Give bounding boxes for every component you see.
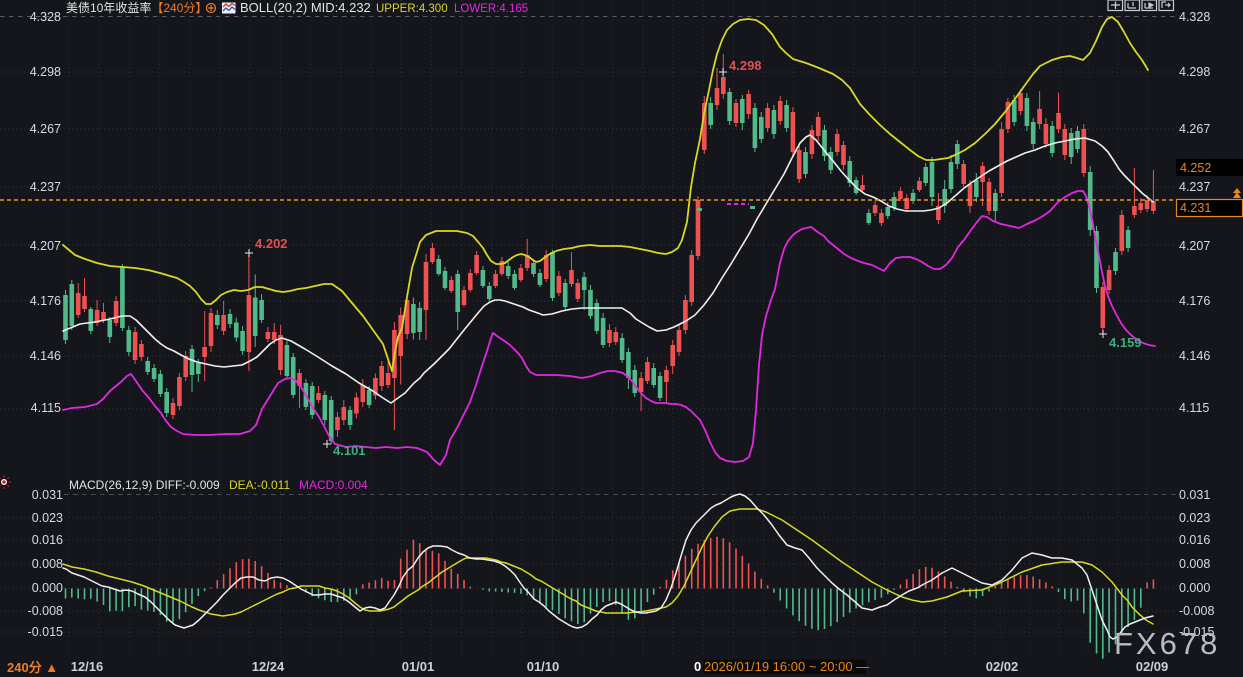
svg-text:4.146: 4.146 [30, 349, 61, 363]
svg-text:4.298: 4.298 [30, 65, 61, 79]
svg-text:4.328: 4.328 [30, 10, 61, 24]
svg-text:02/02: 02/02 [986, 659, 1019, 674]
svg-text:FX678: FX678 [1114, 626, 1220, 661]
svg-text:-0.015: -0.015 [28, 625, 63, 639]
svg-text:4.267: 4.267 [30, 122, 61, 136]
svg-text:UPPER:4.300: UPPER:4.300 [376, 3, 448, 15]
svg-text:0.016: 0.016 [1179, 533, 1210, 547]
svg-text:4.267: 4.267 [1179, 122, 1210, 136]
svg-text:0.023: 0.023 [32, 511, 63, 525]
svg-text:0.000: 0.000 [32, 581, 63, 595]
svg-text:4.237: 4.237 [1179, 180, 1210, 194]
svg-text:4.207: 4.207 [30, 239, 61, 253]
svg-text:0.016: 0.016 [32, 533, 63, 547]
svg-text:4.237: 4.237 [30, 180, 61, 194]
svg-text:4.176: 4.176 [30, 294, 61, 308]
svg-text:0: 0 [694, 659, 701, 674]
svg-text:0.000: 0.000 [1179, 581, 1210, 595]
svg-text:240分 ▲: 240分 ▲ [7, 660, 58, 675]
svg-text:4.207: 4.207 [1179, 239, 1210, 253]
svg-text:0.008: 0.008 [1179, 557, 1210, 571]
svg-text:4.115: 4.115 [1179, 401, 1209, 415]
svg-text:4.159: 4.159 [1109, 335, 1142, 350]
svg-text:4.328: 4.328 [1179, 10, 1210, 24]
svg-text:02/09: 02/09 [1136, 659, 1169, 674]
svg-text:DEA:-0.011: DEA:-0.011 [229, 478, 290, 492]
svg-text:0.023: 0.023 [1179, 511, 1210, 525]
svg-text:12/16: 12/16 [71, 659, 104, 674]
svg-text:-0.015: -0.015 [1179, 625, 1214, 639]
svg-text:MACD:0.004: MACD:0.004 [299, 478, 368, 492]
svg-text:4.202: 4.202 [255, 236, 288, 251]
svg-text:4.115: 4.115 [31, 401, 61, 415]
svg-text:0.008: 0.008 [32, 557, 63, 571]
svg-text:-0.008: -0.008 [28, 604, 63, 618]
svg-text:BOLL(20,2) MID:4.232: BOLL(20,2) MID:4.232 [240, 0, 371, 15]
svg-text:4.101: 4.101 [333, 443, 366, 458]
svg-text:4.176: 4.176 [1179, 294, 1210, 308]
svg-text:4.146: 4.146 [1179, 349, 1210, 363]
svg-text:01/10: 01/10 [527, 659, 560, 674]
svg-text:4.298: 4.298 [1179, 65, 1210, 79]
svg-text:-0.008: -0.008 [1179, 604, 1214, 618]
svg-text:0.031: 0.031 [32, 488, 63, 502]
svg-text:LOWER:4.165: LOWER:4.165 [454, 3, 528, 15]
svg-text:12/24: 12/24 [252, 659, 285, 674]
svg-text:4.231: 4.231 [1180, 201, 1211, 215]
svg-text:4.298: 4.298 [729, 58, 762, 73]
svg-text:美债10年收益率【240分】: 美债10年收益率【240分】 [66, 0, 207, 15]
svg-text:4.252: 4.252 [1180, 161, 1211, 175]
svg-text:2026/01/19 16:00 ~ 20:00 —: 2026/01/19 16:00 ~ 20:00 — [704, 659, 869, 674]
svg-text:MACD(26,12,9) DIFF:-0.009: MACD(26,12,9) DIFF:-0.009 [69, 478, 220, 492]
svg-text:01/01: 01/01 [402, 659, 435, 674]
svg-text:0.031: 0.031 [1179, 488, 1210, 502]
